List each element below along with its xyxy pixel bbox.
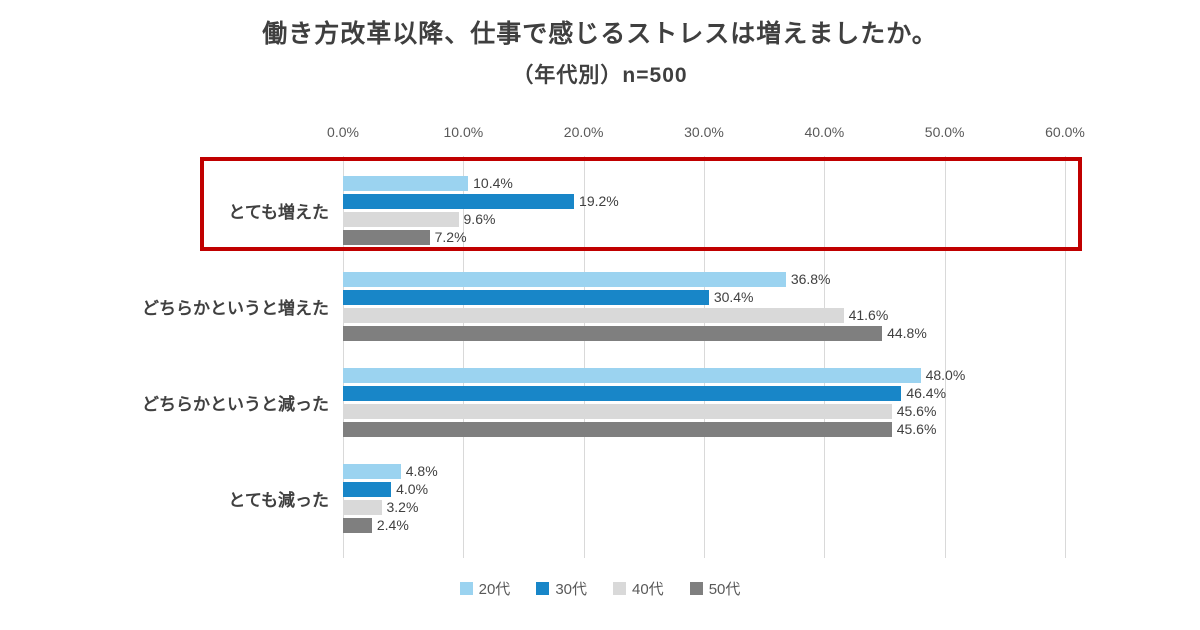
- x-tick-label: 20.0%: [563, 124, 604, 140]
- category-label: どちらかというと増えた: [142, 298, 329, 318]
- bar-value-label: 45.6%: [896, 403, 937, 419]
- bar-row: 9.6%: [343, 211, 1065, 227]
- bar-value-label: 19.2%: [579, 193, 619, 209]
- gridline: [704, 156, 705, 558]
- bar-group: 36.8% 30.4% 41.6% 44.8%: [343, 258, 1065, 354]
- legend-swatch: [459, 582, 473, 595]
- bar-value-label: 7.2%: [434, 229, 467, 245]
- bar-40代: [343, 403, 892, 419]
- bar-value-label: 45.6%: [896, 421, 937, 437]
- gridline: [463, 156, 465, 558]
- axis-spacer: [115, 122, 343, 162]
- bar-20代: [343, 175, 469, 191]
- bar-value-label: 41.6%: [848, 307, 889, 323]
- chart-header: 働き方改革以降、仕事で感じるストレスは増えましたか。 （年代別）n=500: [0, 18, 1200, 89]
- bar-value-label: 46.4%: [906, 385, 947, 401]
- bar-value-label: 4.0%: [396, 481, 429, 497]
- x-tick-label: 40.0%: [804, 124, 845, 140]
- bar-row: 4.0%: [343, 481, 1065, 497]
- bar-row: 36.8%: [343, 271, 1065, 287]
- bar-group: 10.4% 19.2% 9.6% 7.2%: [343, 162, 1065, 258]
- chart-subtitle: （年代別）n=500: [512, 63, 688, 87]
- bar-50代: [343, 229, 430, 245]
- x-tick-label: 50.0%: [924, 124, 965, 140]
- legend-item-20代: 20代: [459, 578, 511, 599]
- chart-title: 働き方改革以降、仕事で感じるストレスは増えましたか。: [262, 20, 938, 48]
- plot-body: とても増えたどちらかというと増えた どちらかというと減ったとても減った 10.4%…: [115, 156, 1082, 558]
- gridline: [343, 156, 344, 558]
- legend-swatch: [689, 582, 703, 595]
- x-tick-label: 60.0%: [1045, 124, 1085, 140]
- bar-row: 4.8%: [343, 463, 1065, 479]
- x-axis: 0.0% 10.0% 20.0% 30.0% 40.0% 50.0% 60.0%: [327, 122, 1085, 162]
- bar-value-label: 9.6%: [463, 211, 496, 227]
- gridline: [1065, 156, 1066, 558]
- bar-row: 3.2%: [343, 499, 1065, 515]
- x-axis-row: 0.0% 10.0% 20.0% 30.0% 40.0% 50.0% 60.0%: [115, 122, 1085, 162]
- legend-swatch: [536, 582, 550, 595]
- bar-40代: [343, 499, 382, 515]
- bar-row: 44.8%: [343, 325, 1065, 341]
- bar-group: 4.8% 4.0% 3.2% 2.4%: [343, 450, 1065, 546]
- bar-50代: [343, 325, 883, 341]
- bar-value-label: 2.4%: [376, 517, 409, 533]
- bar-chart: 0.0% 10.0% 20.0% 30.0% 40.0% 50.0% 60.0% とても増え…: [115, 122, 1085, 558]
- category-label: どちらかというと減った: [142, 394, 329, 414]
- bar-40代: [343, 211, 459, 227]
- legend-item-50代: 50代: [689, 578, 741, 599]
- legend-item-40代: 40代: [613, 578, 664, 599]
- legend-label: 20代: [478, 581, 511, 598]
- bar-row: 19.2%: [343, 193, 1065, 209]
- x-tick-label: 30.0%: [684, 124, 724, 140]
- bar-value-label: 3.2%: [386, 499, 419, 515]
- bar-value-label: 44.8%: [887, 325, 927, 341]
- bar-row: 30.4%: [343, 289, 1065, 305]
- bar-row: 45.6%: [343, 421, 1065, 437]
- bar-value-label: 10.4%: [473, 175, 513, 191]
- bar-group: 48.0% 46.4% 45.6% 45.6%: [343, 354, 1065, 450]
- x-tick-label: 10.0%: [443, 124, 484, 140]
- bar-50代: [343, 421, 892, 437]
- legend-label: 40代: [632, 581, 664, 598]
- bar-40代: [343, 307, 844, 323]
- bar-value-label: 36.8%: [790, 271, 831, 287]
- bar-row: 7.2%: [343, 229, 1065, 245]
- bar-value-label: 4.8%: [405, 463, 438, 479]
- bar-row: 2.4%: [343, 517, 1065, 533]
- gridline: [944, 156, 946, 558]
- bar-30代: [343, 193, 575, 209]
- bar-20代: [343, 271, 786, 287]
- legend: 20代 30代 40代 50代: [0, 578, 1200, 599]
- bar-20代: [343, 463, 401, 479]
- plot-area: 10.4% 19.2% 9.6% 7.2% 36.8% 30.4% 41.6% 44.8% 48…: [343, 156, 1066, 558]
- bar-value-label: 30.4%: [713, 289, 754, 305]
- bar-row: 45.6%: [343, 403, 1065, 419]
- legend-label: 30代: [555, 581, 587, 598]
- bar-row: 46.4%: [343, 385, 1065, 401]
- bar-row: 10.4%: [343, 175, 1065, 191]
- category-labels: とても増えたどちらかというと増えた どちらかというと減ったとても減った: [115, 162, 343, 546]
- legend-label: 50代: [708, 581, 741, 598]
- legend-item-30代: 30代: [536, 578, 587, 599]
- bar-row: 48.0%: [343, 367, 1065, 383]
- bar-30代: [343, 385, 902, 401]
- gridline: [824, 156, 826, 558]
- bar-30代: [343, 481, 392, 497]
- bar-50代: [343, 517, 372, 533]
- bar-value-label: 48.0%: [925, 367, 966, 383]
- legend-swatch: [613, 582, 626, 595]
- bar-row: 41.6%: [343, 307, 1065, 323]
- gridline: [583, 156, 585, 558]
- bar-30代: [343, 289, 709, 305]
- bar-20代: [343, 367, 921, 383]
- category-label: とても減った: [228, 490, 329, 510]
- x-tick-label: 0.0%: [327, 124, 359, 140]
- category-label: とても増えた: [228, 202, 329, 222]
